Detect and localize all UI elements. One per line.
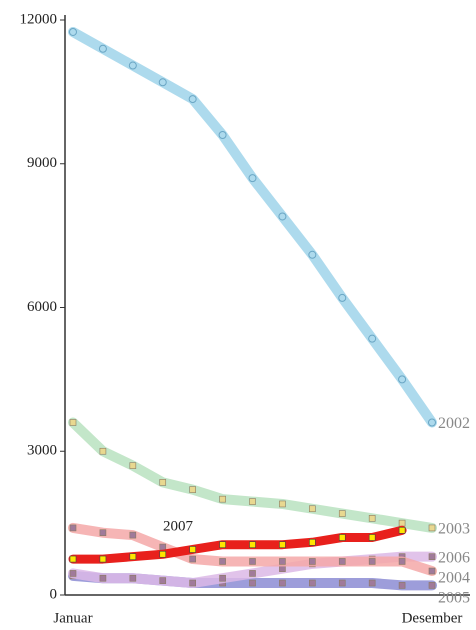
point-marker <box>338 510 346 517</box>
y-tick-label: 0 <box>50 586 58 602</box>
series-label: 2005 <box>438 589 470 606</box>
point-marker <box>309 579 316 587</box>
point-marker <box>218 131 227 139</box>
point-marker <box>309 505 316 513</box>
point-marker <box>189 555 196 563</box>
series-line <box>68 26 437 428</box>
point-marker <box>129 462 137 469</box>
x-tick-label: Januar <box>53 610 92 626</box>
series-label: 2007 <box>163 518 194 534</box>
point-marker <box>428 418 436 427</box>
point-marker <box>189 579 196 587</box>
point-marker <box>279 558 286 565</box>
series-label: 2002 <box>438 415 470 432</box>
point-marker <box>368 579 376 587</box>
point-marker <box>279 565 286 572</box>
point-marker <box>99 529 107 537</box>
point-marker <box>279 500 286 508</box>
point-marker <box>189 486 196 493</box>
point-marker <box>368 334 377 343</box>
point-marker <box>398 519 406 527</box>
point-marker <box>69 419 77 426</box>
point-marker <box>428 553 436 560</box>
point-marker <box>248 174 257 183</box>
point-marker <box>99 555 107 563</box>
point-marker <box>189 546 196 553</box>
point-marker <box>338 558 346 565</box>
point-marker <box>368 534 376 541</box>
y-tick-label: 6000 <box>27 299 57 315</box>
point-marker <box>308 250 317 259</box>
point-marker <box>69 555 77 563</box>
point-marker <box>338 293 347 302</box>
point-marker <box>398 375 407 384</box>
point-marker <box>99 574 107 582</box>
point-marker <box>249 558 256 565</box>
point-marker <box>249 541 256 548</box>
x-tick-label: Desember <box>402 610 463 626</box>
point-marker <box>129 553 137 560</box>
point-marker <box>219 541 226 548</box>
point-marker <box>278 212 287 221</box>
point-marker <box>428 582 436 589</box>
point-marker <box>69 570 77 577</box>
series-label: 2003 <box>438 521 470 538</box>
point-marker <box>158 78 167 87</box>
point-marker <box>219 558 226 565</box>
y-tick-label: 12000 <box>20 11 58 27</box>
point-marker <box>368 515 376 522</box>
point-marker <box>338 579 346 587</box>
point-marker <box>159 543 167 551</box>
point-marker <box>159 577 167 584</box>
point-marker <box>428 524 436 532</box>
point-marker <box>159 479 167 486</box>
point-marker <box>128 61 137 70</box>
y-tick-label: 3000 <box>27 443 57 459</box>
point-marker <box>279 541 286 548</box>
point-marker <box>219 574 226 582</box>
point-marker <box>99 447 107 455</box>
point-marker <box>69 524 77 532</box>
point-marker <box>188 95 197 104</box>
series-line <box>68 417 437 533</box>
point-marker <box>279 579 286 587</box>
series-label: 2004 <box>438 569 470 586</box>
point-marker <box>309 558 316 565</box>
point-marker <box>98 44 107 53</box>
point-marker <box>398 558 406 565</box>
point-marker <box>129 574 137 582</box>
point-marker <box>219 495 226 503</box>
point-marker <box>428 567 436 575</box>
point-marker <box>249 579 256 587</box>
point-marker <box>368 558 376 565</box>
point-marker <box>309 538 316 546</box>
point-marker <box>398 527 406 534</box>
point-marker <box>129 531 137 539</box>
point-marker <box>69 27 77 36</box>
point-marker <box>398 582 406 589</box>
y-tick-label: 9000 <box>27 155 57 171</box>
point-marker <box>249 498 256 505</box>
point-marker <box>159 550 167 558</box>
point-marker <box>338 534 346 541</box>
series-label: 2006 <box>438 549 470 566</box>
point-marker <box>249 570 256 577</box>
series-line <box>68 525 407 564</box>
